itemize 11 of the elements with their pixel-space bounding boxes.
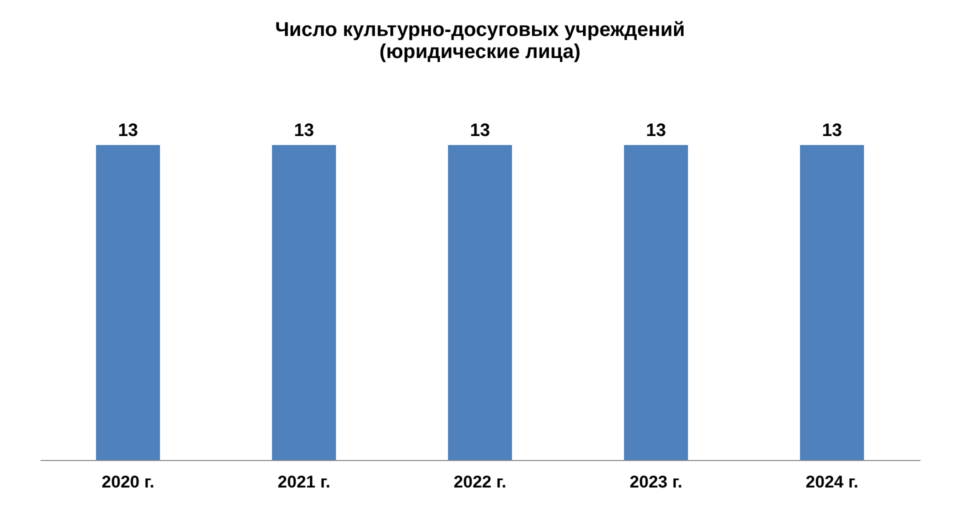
chart-title: Число культурно-досуговых учреждений (юридические лица) (275, 19, 685, 63)
x-tick-label: 2022 г. (454, 472, 506, 492)
data-label: 13 (118, 120, 138, 140)
data-label: 13 (646, 120, 666, 140)
x-tick-label: 2020 г. (102, 472, 154, 492)
x-tick-label: 2023 г. (630, 472, 682, 492)
data-label: 13 (294, 120, 314, 140)
x-tick-label: 2024 г. (806, 472, 858, 492)
x-tick-label: 2021 г. (278, 472, 330, 492)
data-label: 13 (822, 120, 842, 140)
data-label: 13 (470, 120, 490, 140)
